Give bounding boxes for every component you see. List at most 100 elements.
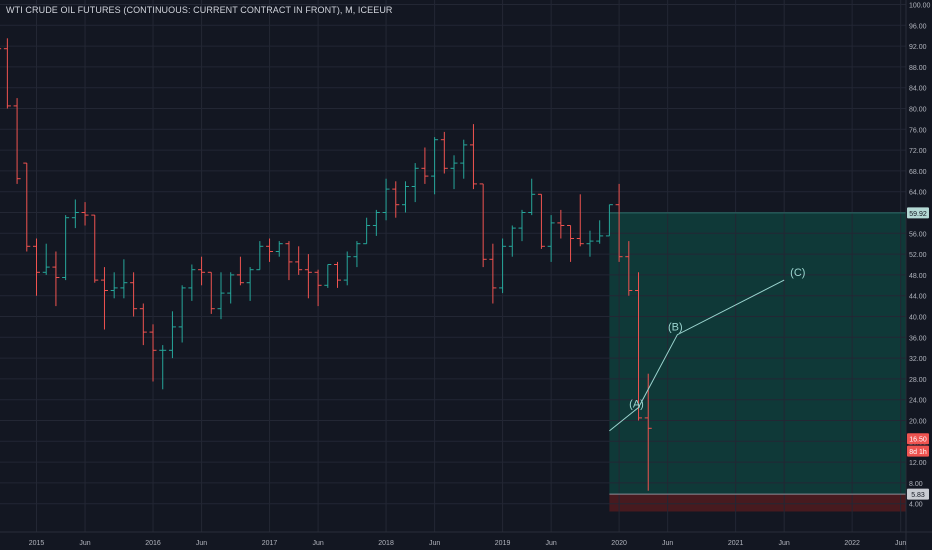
ohlc-bar bbox=[91, 214, 99, 283]
ohlc-bar bbox=[334, 261, 342, 288]
ohlc-bar bbox=[557, 209, 565, 239]
ohlc-bar bbox=[528, 178, 536, 216]
y-tick-label: 92.00 bbox=[909, 44, 927, 51]
x-tick-label: Jun bbox=[196, 540, 207, 547]
y-tick-label: 32.00 bbox=[909, 356, 927, 363]
x-tick-label: 2019 bbox=[495, 540, 511, 547]
ohlc-bar bbox=[0, 48, 2, 50]
y-tick-label: 24.00 bbox=[909, 398, 927, 405]
wave-label-a: (A) bbox=[629, 399, 644, 411]
ohlc-bar bbox=[586, 230, 594, 257]
ohlc-bar bbox=[227, 272, 235, 304]
ohlc-bar bbox=[469, 124, 477, 190]
ohlc-bar bbox=[401, 181, 409, 213]
ohlc-bar bbox=[625, 241, 633, 296]
price-label-countdown: 8d 1h bbox=[907, 445, 929, 457]
y-tick-label: 4.00 bbox=[909, 502, 923, 509]
price-label-box bbox=[907, 207, 929, 219]
ohlc-bar bbox=[343, 251, 351, 286]
stop-zone bbox=[609, 494, 906, 512]
target-zone bbox=[609, 212, 906, 495]
x-tick-label: 2016 bbox=[145, 540, 161, 547]
y-tick-label: 52.00 bbox=[909, 252, 927, 259]
ohlc-bar bbox=[3, 38, 11, 109]
x-tick-label: 2015 bbox=[29, 540, 45, 547]
y-tick-label: 44.00 bbox=[909, 294, 927, 301]
chart-title: WTI CRUDE OIL FUTURES (CONTINUOUS: CURRE… bbox=[6, 5, 393, 15]
x-tick-label: Jun bbox=[545, 540, 556, 547]
x-tick-label: Jun bbox=[79, 540, 90, 547]
ohlc-bar bbox=[23, 162, 31, 252]
x-tick-label: 2021 bbox=[728, 540, 744, 547]
y-tick-label: 28.00 bbox=[909, 377, 927, 384]
ohlc-bar bbox=[130, 272, 138, 317]
ohlc-bar bbox=[382, 178, 390, 221]
ohlc-bar bbox=[295, 246, 303, 275]
y-tick-label: 48.00 bbox=[909, 273, 927, 280]
ohlc-bar bbox=[576, 194, 584, 247]
ohlc-bar bbox=[596, 220, 604, 244]
price-label-text: 8d 1h bbox=[909, 449, 927, 456]
ohlc-bar bbox=[499, 238, 507, 294]
wave-label-b: (B) bbox=[668, 322, 683, 334]
ohlc-bar bbox=[285, 241, 293, 281]
ohlc-bar bbox=[392, 181, 400, 218]
ohlc-bar bbox=[33, 238, 40, 296]
ohlc-bar bbox=[159, 345, 167, 390]
x-tick-label: 2018 bbox=[378, 540, 394, 547]
ohlc-bar bbox=[217, 272, 225, 320]
ohlc-bar bbox=[100, 267, 108, 330]
x-tick-label: Jun bbox=[895, 540, 906, 547]
ohlc-bar bbox=[363, 217, 371, 245]
ohlc-bar bbox=[411, 163, 419, 203]
y-tick-label: 96.00 bbox=[909, 23, 927, 30]
ohlc-bar bbox=[42, 243, 50, 275]
ohlc-bar bbox=[431, 137, 439, 195]
x-tick-label: 2020 bbox=[611, 540, 627, 547]
ohlc-bar bbox=[518, 209, 526, 242]
ohlc-bar bbox=[139, 303, 147, 346]
y-tick-label: 64.00 bbox=[909, 190, 927, 197]
y-tick-label: 88.00 bbox=[909, 65, 927, 72]
ohlc-bar bbox=[372, 209, 380, 236]
ohlc-bar bbox=[635, 272, 643, 421]
ohlc-bar bbox=[110, 272, 118, 299]
ohlc-bar bbox=[644, 373, 652, 491]
price-label-last: 16.50 bbox=[907, 433, 929, 445]
price-label-box bbox=[907, 433, 929, 445]
price-label-box bbox=[907, 488, 929, 500]
x-tick-label: Jun bbox=[312, 540, 323, 547]
wave-projection-line bbox=[609, 279, 785, 432]
ohlc-bar bbox=[460, 139, 468, 179]
ohlc-bar bbox=[421, 147, 429, 184]
ohlc-bar bbox=[207, 271, 215, 314]
ohlc-bar bbox=[81, 202, 89, 226]
ohlc-bar bbox=[324, 264, 332, 288]
ohlc-bar bbox=[266, 238, 274, 262]
x-tick-label: Jun bbox=[779, 540, 790, 547]
ohlc-bar bbox=[537, 193, 545, 249]
ohlc-bar bbox=[52, 251, 60, 307]
ohlc-bar bbox=[149, 324, 157, 382]
price-label-box bbox=[907, 445, 929, 457]
x-tick-label: Jun bbox=[662, 540, 673, 547]
ohlc-bar bbox=[120, 259, 128, 299]
ohlc-bar bbox=[256, 241, 264, 271]
x-tick-label: Jun bbox=[429, 540, 440, 547]
ohlc-bar bbox=[198, 256, 206, 286]
y-tick-label: 84.00 bbox=[909, 86, 927, 93]
x-tick-label: 2022 bbox=[844, 540, 860, 547]
ohlc-bar bbox=[188, 264, 196, 301]
ohlc-bar bbox=[547, 215, 555, 262]
wave-label-c: (C) bbox=[790, 267, 805, 279]
y-tick-label: 36.00 bbox=[909, 335, 927, 342]
x-tick-label: 2017 bbox=[262, 540, 278, 547]
y-tick-label: 12.00 bbox=[909, 460, 927, 467]
price-label-text: 5.83 bbox=[911, 492, 925, 499]
y-tick-label: 20.00 bbox=[909, 419, 927, 426]
ohlc-bar bbox=[275, 241, 283, 257]
ohlc-bar bbox=[615, 183, 623, 262]
y-tick-label: 72.00 bbox=[909, 148, 927, 155]
